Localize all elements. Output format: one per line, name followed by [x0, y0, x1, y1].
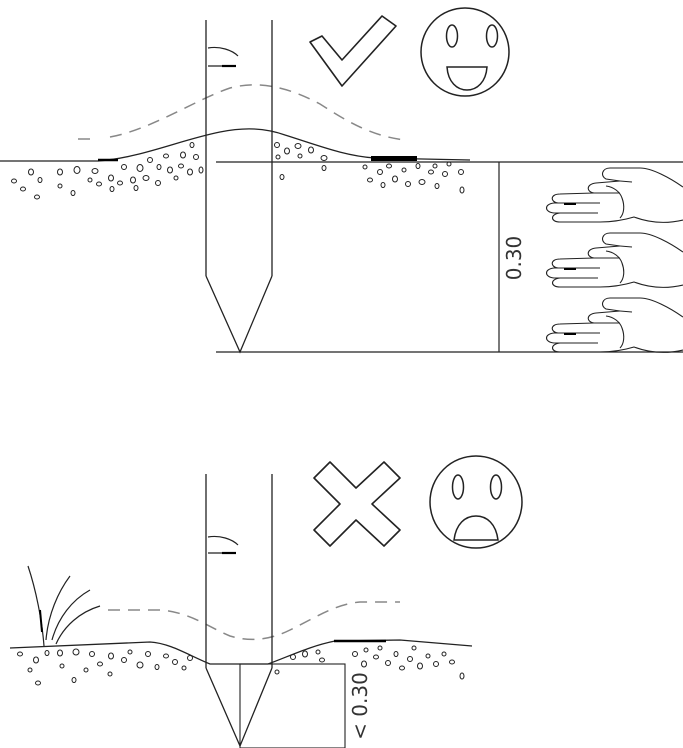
- bottom-stake: [205, 474, 273, 748]
- top-gravel: [11, 142, 465, 200]
- checkmark-icon: [309, 15, 397, 87]
- top-depth-label: 0.30: [502, 236, 526, 281]
- sad-face-icon: [429, 455, 523, 549]
- grass-tuft: [27, 565, 101, 647]
- top-dashed-soil-curve: [78, 84, 406, 141]
- hand-width-icon: [545, 167, 683, 223]
- hand-width-icons: [545, 167, 683, 353]
- bottom-dashed-soil-curve: [108, 601, 400, 641]
- smiling-face-icon: [420, 7, 510, 97]
- hand-width-icon: [545, 232, 683, 288]
- hand-width-icon: [545, 297, 683, 353]
- correct-panel: 0.30: [0, 7, 683, 354]
- top-stake: [205, 20, 273, 354]
- bottom-depth-label: < 0.30: [348, 672, 372, 740]
- bottom-gravel: [17, 645, 465, 686]
- top-ground-plate: [371, 156, 417, 161]
- incorrect-panel: < 0.30: [9, 455, 523, 748]
- cross-icon: [313, 461, 401, 547]
- top-soil-profile: [0, 128, 471, 162]
- bottom-dimension-box: [239, 663, 346, 748]
